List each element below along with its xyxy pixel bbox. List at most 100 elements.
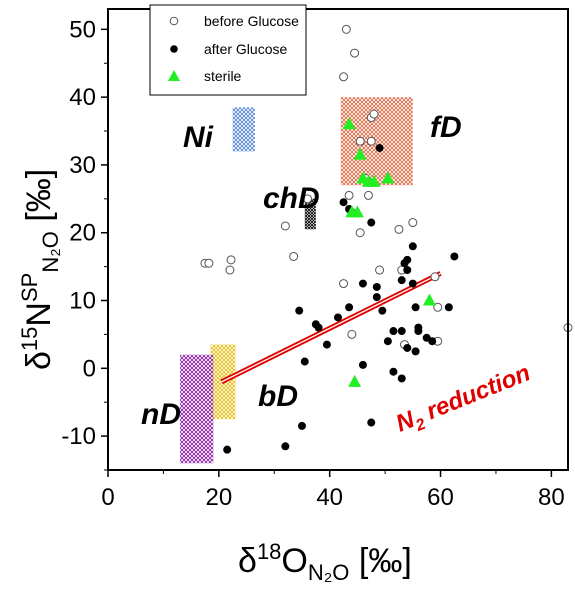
x-tick-label: 0 [101, 484, 114, 511]
point-after-glucose [375, 143, 384, 152]
point-sterile [348, 374, 362, 387]
region-ni [232, 107, 255, 152]
point-after-glucose [372, 282, 381, 291]
point-after-glucose [397, 374, 406, 383]
legend-marker-filled-circle [170, 45, 178, 53]
region-nd [180, 354, 214, 464]
point-after-glucose [378, 306, 387, 315]
legend: before Glucose after Glucose sterile [149, 4, 307, 96]
y-axis-title: δ15NSPN₂O [‰] [17, 169, 63, 370]
y-tick-label: -10 [61, 423, 96, 450]
region-label-bd: bD [258, 380, 298, 413]
point-after-glucose [334, 313, 342, 322]
point-before-glucose [347, 329, 357, 339]
point-after-glucose [408, 242, 417, 251]
point-after-glucose [411, 303, 420, 312]
point-after-glucose [322, 340, 331, 349]
point-after-glucose [300, 357, 309, 366]
point-after-glucose [408, 279, 417, 288]
point-after-glucose [397, 276, 406, 285]
trend-annotation: N2 reduction [392, 359, 536, 441]
point-after-glucose [389, 367, 398, 376]
point-before-glucose [280, 221, 290, 231]
region-label-nd: nD [141, 398, 181, 431]
legend-label-before-glucose: before Glucose [204, 13, 299, 29]
y-tick-label: 50 [69, 16, 96, 43]
regions-layer [180, 97, 413, 464]
point-after-glucose [358, 279, 367, 288]
x-axis-title: δ18ON₂O [‰] [238, 539, 412, 585]
point-before-glucose [226, 255, 236, 265]
region-label-fd: fD [430, 111, 462, 144]
point-after-glucose [389, 327, 398, 336]
trend-layer [220, 271, 442, 385]
y-tick-label: 30 [69, 152, 96, 179]
point-before-glucose [303, 194, 313, 204]
y-tick-label: 40 [69, 84, 96, 111]
point-before-glucose [355, 136, 365, 146]
y-tick-label: 20 [69, 220, 96, 247]
point-after-glucose [372, 293, 381, 302]
point-before-glucose [430, 272, 440, 282]
points-layer [200, 24, 573, 454]
point-after-glucose [367, 418, 376, 427]
point-before-glucose [225, 265, 235, 275]
point-after-glucose [223, 445, 232, 454]
point-before-glucose [366, 136, 376, 146]
trend-line-core [221, 272, 441, 383]
x-tick-label: 40 [316, 484, 343, 511]
point-after-glucose [358, 360, 367, 369]
region-label-chd: chD [263, 182, 320, 215]
point-before-glucose [369, 109, 379, 119]
point-before-glucose [204, 258, 214, 268]
plot-frame [107, 8, 569, 471]
legend-marker-triangle [168, 70, 180, 81]
point-after-glucose [403, 255, 412, 264]
point-after-glucose [367, 218, 376, 227]
point-sterile [422, 293, 436, 306]
point-after-glucose [297, 421, 306, 430]
point-after-glucose [411, 347, 420, 356]
point-before-glucose [344, 190, 354, 200]
y-tick-label: 10 [69, 288, 96, 315]
point-after-glucose [428, 337, 437, 346]
point-before-glucose [394, 224, 404, 234]
x-tick-label: 20 [205, 484, 232, 511]
point-before-glucose [363, 190, 373, 200]
point-after-glucose [339, 198, 348, 207]
point-after-glucose [414, 327, 423, 336]
point-after-glucose [281, 442, 290, 451]
y-tick-label: 0 [83, 355, 96, 382]
point-sterile [367, 174, 381, 187]
point-after-glucose [444, 303, 453, 312]
point-after-glucose [383, 337, 392, 346]
point-after-glucose [345, 303, 354, 312]
legend-label-after-glucose: after Glucose [204, 41, 287, 57]
point-before-glucose [375, 265, 385, 275]
point-after-glucose [403, 266, 412, 275]
x-tick-label: 60 [427, 484, 454, 511]
legend-label-sterile: sterile [204, 68, 242, 84]
point-sterile [342, 117, 356, 130]
point-before-glucose [341, 24, 351, 34]
ticks-layer: 0 20 40 60 80 -10 0 10 20 30 40 50 [61, 16, 564, 511]
legend-marker-open-circle [169, 16, 179, 26]
point-sterile [350, 205, 364, 218]
point-after-glucose [397, 327, 406, 336]
point-before-glucose [289, 251, 299, 261]
point-after-glucose [314, 323, 323, 332]
point-after-glucose [450, 252, 459, 261]
region-label-ni: Ni [183, 121, 214, 154]
region-chd [304, 198, 316, 230]
point-sterile [353, 147, 367, 160]
point-before-glucose [350, 48, 360, 58]
point-before-glucose [355, 228, 365, 238]
point-before-glucose [408, 218, 418, 228]
x-tick-label: 80 [538, 484, 565, 511]
point-sterile [381, 171, 395, 184]
region-fd [340, 97, 413, 186]
point-after-glucose [295, 306, 304, 315]
point-before-glucose [339, 72, 349, 82]
